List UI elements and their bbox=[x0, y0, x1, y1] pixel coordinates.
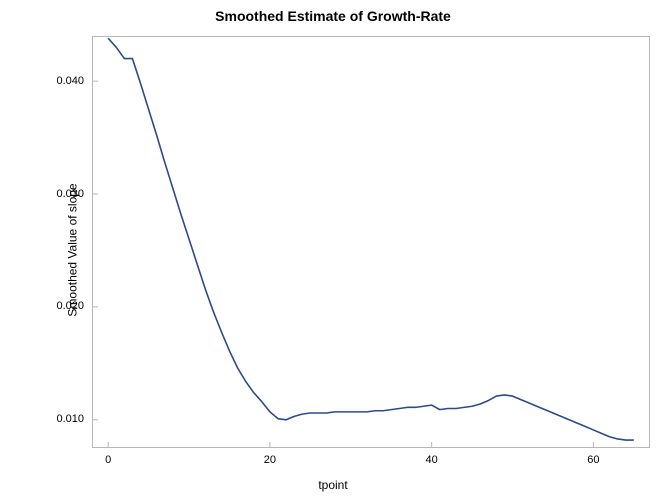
x-tick-label: 20 bbox=[250, 454, 290, 466]
plot-border bbox=[93, 37, 650, 448]
y-tick-label: 0.030 bbox=[56, 188, 84, 200]
x-tick-label: 0 bbox=[88, 454, 128, 466]
y-tick-label: 0.010 bbox=[56, 413, 84, 425]
x-tick-label: 40 bbox=[412, 454, 452, 466]
x-tick-label: 60 bbox=[573, 454, 613, 466]
y-tick-label: 0.040 bbox=[56, 75, 84, 87]
plot-area bbox=[92, 36, 650, 448]
plot-svg bbox=[92, 36, 650, 448]
chart-container: Smoothed Estimate of Growth-Rate Smoothe… bbox=[0, 0, 666, 500]
chart-title: Smoothed Estimate of Growth-Rate bbox=[0, 8, 666, 24]
y-tick-label: 0.020 bbox=[56, 300, 84, 312]
y-axis-label: Smoothed Value of slope bbox=[66, 183, 80, 316]
x-axis-label: tpoint bbox=[0, 478, 666, 492]
series-line bbox=[108, 38, 634, 440]
